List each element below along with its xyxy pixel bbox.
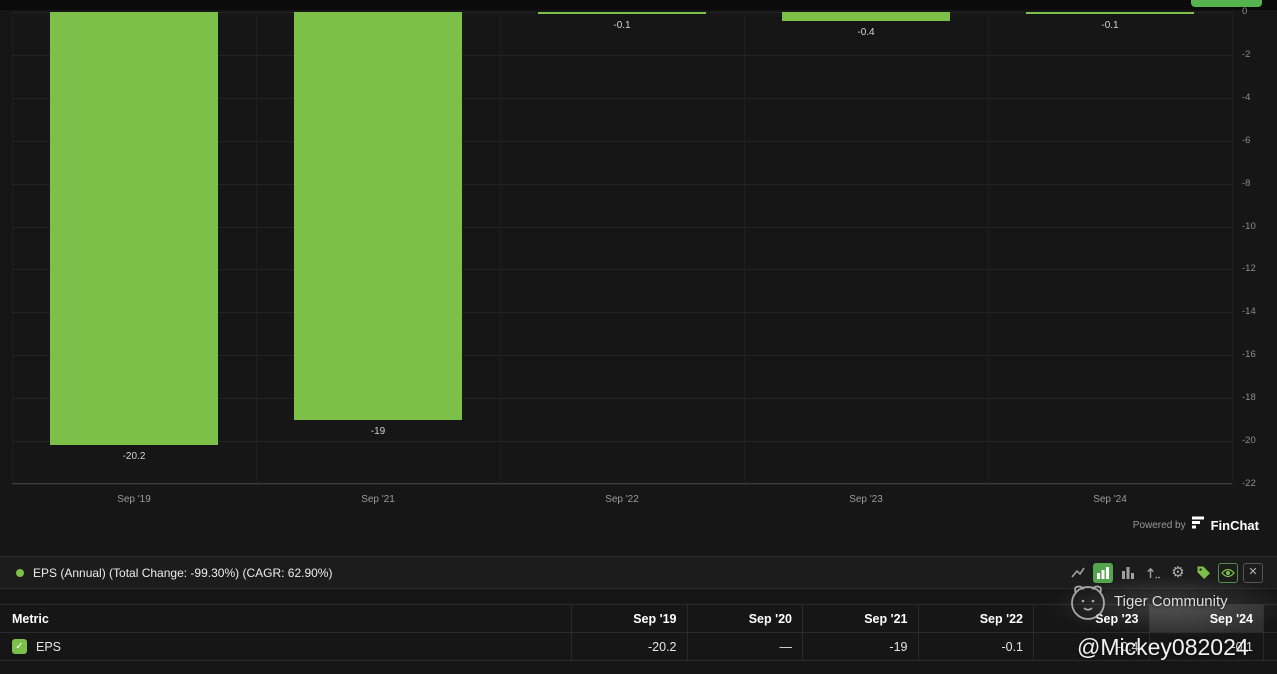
y-tick-label: -8 (1242, 177, 1251, 189)
bar-value-label: -0.4 (857, 26, 875, 38)
bar-value-label: -0.1 (1101, 20, 1119, 32)
table-header-cell: Sep '21 (802, 605, 918, 632)
table-header-cell: Sep '23 (1033, 605, 1149, 632)
topbar-partial-button[interactable] (1191, 0, 1262, 7)
finchat-logo (1191, 516, 1205, 534)
bar-value-label: -19 (370, 425, 386, 437)
y-tick-label: -12 (1242, 263, 1256, 275)
x-axis-label: Sep '21 (361, 494, 395, 505)
metrics-table: Metric Sep '19 Sep '20 Sep '21 Sep '22 Sep '2… (0, 604, 1277, 661)
eye-icon[interactable] (1218, 562, 1238, 583)
powered-by: Powered by FinChat (1133, 516, 1259, 534)
bar-chart-icon[interactable] (1093, 562, 1113, 583)
series-legend-label: EPS (Annual) (Total Change: -99.30%) (CA… (33, 565, 333, 580)
y-axis: 0 -2 -4 -6 -8 -10 -12 -14 -16 -18 -20 -22 (1240, 7, 1274, 489)
table-header-cell: Sep '22 (917, 605, 1034, 632)
sort-order-icon[interactable] (1143, 563, 1163, 583)
finchat-brand: FinChat (1210, 517, 1259, 533)
x-axis-label: Sep '19 (117, 494, 151, 505)
close-icon[interactable]: ✕ (1243, 562, 1263, 583)
eps-bar[interactable] (1026, 12, 1194, 15)
tag-icon[interactable] (1193, 563, 1213, 583)
metric-cell: ✓ EPS (0, 633, 571, 660)
y-tick-label: -20 (1242, 435, 1256, 447)
series-legend: EPS (Annual) (Total Change: -99.30%) (CA… (16, 566, 332, 580)
value-cell: -0.4 (1033, 633, 1149, 660)
table-header-cell: Sep '24 (1148, 605, 1264, 632)
y-tick-label: -10 (1242, 220, 1256, 232)
table-row: ✓ EPS -20.2— -19 -0.1 -0.4 -0.1 (0, 633, 1277, 661)
plot-area: -20.2 Sep '19 -19 Sep '21 -0.1 Sep '22 -0.4 Sep… (12, 12, 1233, 505)
bar-value-label: -0.1 (613, 20, 631, 32)
trend-line-icon[interactable] (1068, 563, 1088, 583)
value-cell: -0.1 (1148, 633, 1264, 660)
x-axis-label: Sep '23 (849, 494, 883, 505)
y-tick-label: -2 (1242, 48, 1251, 60)
x-axis-label: Sep '24 (1093, 494, 1127, 505)
value-cell: -19 (802, 633, 918, 660)
value-cell: -20.2 (571, 633, 687, 660)
y-tick-label: -16 (1242, 349, 1256, 361)
metric-label: EPS (36, 639, 62, 654)
value-cell: -0.1 (917, 633, 1034, 660)
y-tick-label: 0 (1242, 6, 1248, 17)
series-color-dot (16, 568, 24, 577)
y-tick-label: -14 (1242, 306, 1256, 318)
eps-checkbox[interactable]: ✓ (12, 639, 27, 654)
y-tick-label: -22 (1242, 478, 1256, 489)
settings-gear-icon[interactable]: ⚙ (1168, 563, 1188, 583)
eps-bar[interactable] (50, 12, 218, 446)
eps-bar[interactable] (294, 12, 462, 420)
powered-by-text: Powered by (1132, 519, 1186, 531)
bar-value-label: -20.2 (122, 451, 146, 463)
eps-bar[interactable] (538, 12, 706, 15)
chart-toolbar: ⚙ ✕ (1068, 562, 1263, 583)
topbar (0, 0, 1277, 10)
table-header-cell: Sep '19 (571, 605, 687, 632)
eps-bar[interactable] (782, 12, 950, 21)
y-tick-label: -4 (1242, 91, 1251, 103)
table-header-row: Metric Sep '19 Sep '20 Sep '21 Sep '22 Sep '2… (0, 605, 1277, 633)
column-chart-icon[interactable] (1118, 563, 1138, 583)
legend-bar: EPS (Annual) (Total Change: -99.30%) (CA… (0, 556, 1277, 589)
y-tick-label: -18 (1242, 392, 1256, 404)
value-cell: — (686, 633, 803, 660)
table-header-cell: Sep '20 (686, 605, 803, 632)
x-axis-label: Sep '22 (605, 494, 639, 505)
table-header-cell: Metric (12, 611, 49, 626)
y-tick-label: -6 (1242, 134, 1251, 146)
